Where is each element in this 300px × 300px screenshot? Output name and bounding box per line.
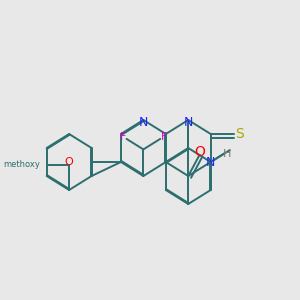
- Text: N: N: [206, 155, 215, 169]
- Text: methoxy: methoxy: [3, 160, 40, 169]
- Text: O: O: [65, 157, 74, 167]
- Text: F: F: [120, 132, 126, 142]
- Text: O: O: [194, 145, 205, 159]
- Text: F: F: [161, 132, 167, 142]
- Text: N: N: [184, 116, 193, 128]
- Text: H: H: [223, 148, 231, 159]
- Text: N: N: [139, 116, 148, 128]
- Text: S: S: [235, 127, 244, 141]
